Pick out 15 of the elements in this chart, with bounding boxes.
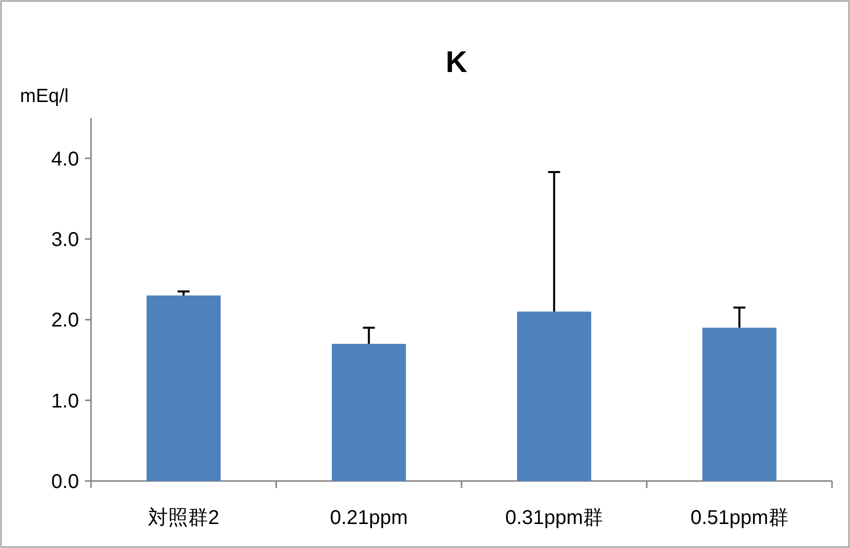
- y-tick-label: 4.0: [51, 148, 79, 170]
- bar: [517, 312, 592, 481]
- bar: [702, 328, 776, 481]
- y-tick-label: 3.0: [51, 229, 79, 251]
- x-tick-label: 0.21ppm: [330, 507, 408, 529]
- x-tick-label: 対照群2: [148, 507, 220, 529]
- y-tick-label: 0.0: [51, 471, 79, 493]
- y-tick-label: 2.0: [51, 310, 79, 332]
- x-tick-label: 0.51ppm群: [690, 507, 788, 529]
- bar: [146, 295, 221, 481]
- chart-title: K: [446, 46, 468, 79]
- y-tick-label: 1.0: [51, 390, 79, 412]
- y-axis-title: mEq/l: [20, 86, 69, 107]
- x-tick-label: 0.31ppm群: [505, 507, 604, 529]
- bar: [332, 344, 406, 481]
